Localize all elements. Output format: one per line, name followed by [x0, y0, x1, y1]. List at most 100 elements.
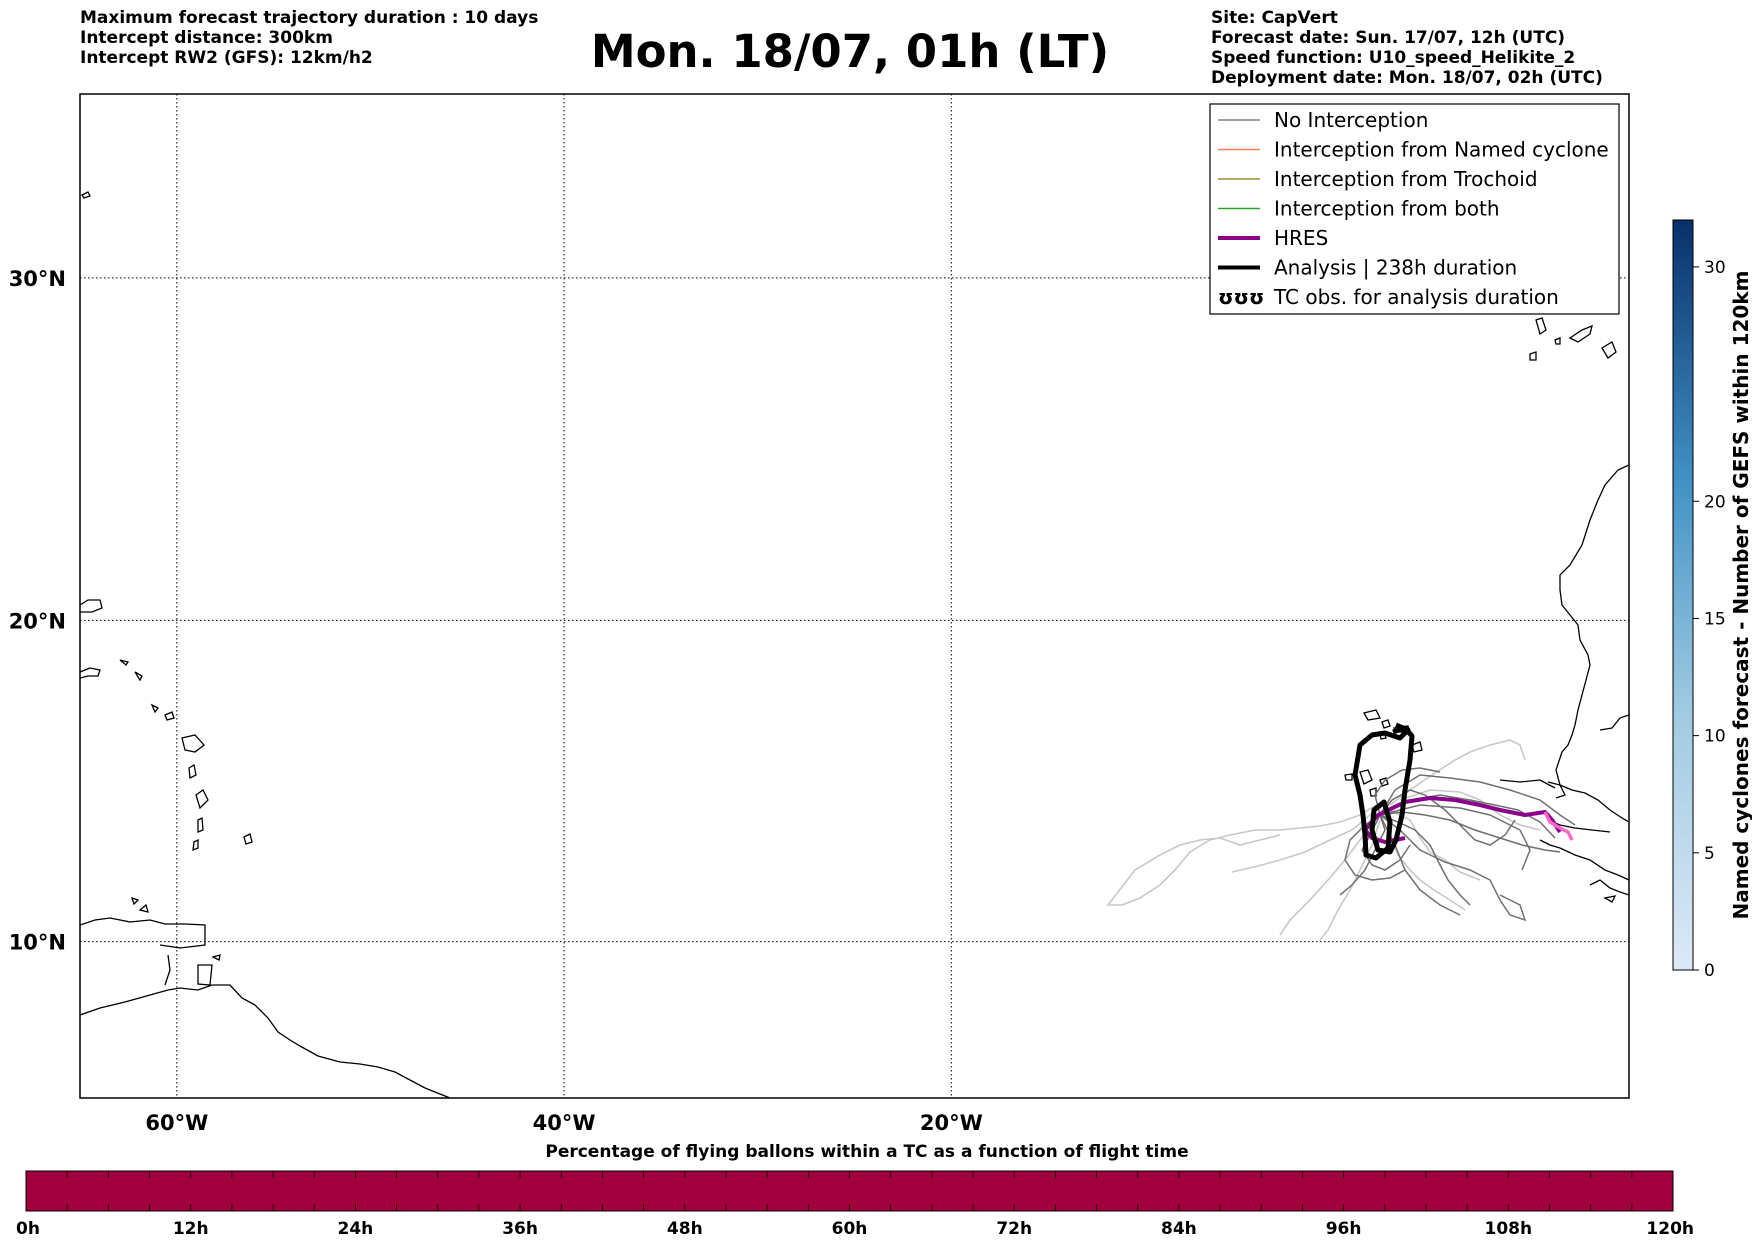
- island-puerto-rico: [80, 667, 101, 679]
- island-santiago: [1359, 769, 1373, 785]
- colorbar-right: 0 5 10 15 20 30 Named cyclones forecast - Num…: [1672, 219, 1752, 981]
- colorbar-right-title: Named cyclones forecast - Number of GEFS…: [1729, 271, 1752, 920]
- colorbar-bottom-tick-label: 96h: [1326, 1219, 1362, 1239]
- colorbar-bottom-tick-label: 36h: [502, 1219, 538, 1239]
- colorbar-bottom-tick-label: 24h: [338, 1219, 374, 1239]
- legend-item: Interception from Trochoid: [1218, 167, 1538, 191]
- intercept-rw2-text: Intercept RW2 (GFS): 12km/h2: [80, 48, 373, 68]
- colorbar-bottom-ticks: 0h 12h 24h 36h 48h 60h 72h 84h 96h 108h 120h: [16, 1171, 1694, 1239]
- legend-item: Analysis | 238h duration: [1218, 256, 1517, 280]
- trajectory-dark: [1379, 814, 1527, 922]
- colorbar-right-tick-label: 30: [1704, 258, 1726, 278]
- coastline-south-america: [80, 984, 451, 1098]
- header-left-info: Maximum forecast trajectory duration : 1…: [80, 8, 538, 68]
- island-barbados: [243, 833, 253, 845]
- island-canaries-2: [1568, 324, 1593, 343]
- island-canaries-4: [1554, 337, 1561, 345]
- island-hispaniola-edge: [80, 599, 103, 613]
- trajectories: [1106, 722, 1576, 941]
- island-guadeloupe: [181, 734, 205, 753]
- intercept-distance-text: Intercept distance: 300km: [80, 28, 333, 48]
- map-frame: [79, 93, 1630, 1099]
- legend[interactable]: No Interception Interception from Named c…: [1209, 103, 1620, 315]
- island-sao-vicente: [1381, 719, 1391, 729]
- colorbar-right-tick-label: 20: [1704, 492, 1726, 512]
- legend-symbol-tc-icon: ʊʊʊ: [1218, 285, 1264, 309]
- trajectory-dark: [1379, 789, 1516, 846]
- colorbar-bottom: Percentage of flying ballons within a TC…: [16, 1142, 1694, 1239]
- speed-function-text: Speed function: U10_speed_Helikite_2: [1211, 48, 1576, 68]
- island-st-lucia: [197, 816, 204, 833]
- axis-ticks: 60°W 40°W 20°W 30°N 20°N 10°N: [9, 267, 983, 1135]
- legend-item: No Interception: [1218, 108, 1428, 132]
- legend-items: No Interception Interception from Named c…: [1218, 108, 1609, 309]
- island-martinique: [195, 789, 209, 810]
- island-canaries-5: [1529, 351, 1537, 361]
- island-trinidad: [197, 964, 213, 986]
- legend-label: HRES: [1274, 226, 1328, 250]
- header-right-info: Site: CapVert Forecast date: Sun. 17/07,…: [1211, 8, 1603, 88]
- island-grenada: [130, 896, 149, 913]
- island-dominica: [188, 763, 197, 780]
- island-st-kitts: [150, 703, 159, 714]
- island-canaries-1: [1535, 317, 1547, 336]
- trajectory-light: [1399, 789, 1541, 831]
- legend-label: Interception from Trochoid: [1274, 167, 1538, 191]
- colorbar-bottom-tick-label: 0h: [16, 1219, 40, 1239]
- coastline-gulf-paria: [164, 954, 171, 986]
- island-canaries-3: [1601, 341, 1617, 359]
- legend-item: HRES: [1218, 226, 1328, 250]
- max-duration-text: Maximum forecast trajectory duration : 1…: [80, 8, 539, 28]
- legend-label: Interception from Named cyclone: [1274, 138, 1609, 162]
- trajectory-light: [1279, 811, 1381, 936]
- coastlines: [80, 191, 1629, 1098]
- lat-tick-label: 20°N: [9, 609, 66, 633]
- trajectory-light: [1231, 809, 1377, 873]
- trajectory-dark: [1374, 767, 1441, 816]
- legend-item: ʊʊʊ TC obs. for analysis duration: [1218, 285, 1559, 309]
- trajectory-light: [1106, 804, 1377, 906]
- colorbar-right-gradient: [1672, 219, 1694, 971]
- coastline-venezuela: [80, 917, 206, 949]
- legend-item: Interception from Named cyclone: [1218, 138, 1609, 162]
- coastline-western-sahara: [1599, 714, 1629, 731]
- trajectory-dark: [1379, 811, 1561, 853]
- island-st-vincent: [192, 838, 199, 852]
- legend-label: TC obs. for analysis duration: [1273, 285, 1559, 309]
- legend-label: No Interception: [1274, 108, 1428, 132]
- colorbar-bottom-tick-label: 120h: [1646, 1219, 1694, 1239]
- trajectory-light: [1389, 739, 1526, 806]
- island-tobago: [211, 954, 221, 961]
- coastline-west-africa: [1555, 464, 1629, 823]
- analysis-track: [1352, 722, 1415, 861]
- colorbar-bottom-tick-label: 48h: [667, 1219, 703, 1239]
- gridlines: [80, 94, 1629, 1098]
- colorbar-bottom-tick-label: 72h: [996, 1219, 1032, 1239]
- lon-tick-label: 20°W: [920, 1111, 983, 1135]
- trajectory-light: [1389, 809, 1481, 881]
- deployment-date-text: Deployment date: Mon. 18/07, 02h (UTC): [1211, 68, 1603, 88]
- lon-tick-label: 60°W: [145, 1111, 208, 1135]
- trajectory-dark: [1379, 804, 1531, 871]
- colorbar-bottom-tick-label: 12h: [173, 1219, 209, 1239]
- island-fogo: [1344, 773, 1353, 781]
- colorbar-bottom-tick-label: 108h: [1485, 1219, 1533, 1239]
- legend-label: Analysis | 238h duration: [1274, 256, 1517, 280]
- colorbar-right-tick-label: 0: [1704, 961, 1715, 981]
- lat-tick-label: 30°N: [9, 267, 66, 291]
- coastline-guinea: [1499, 779, 1556, 789]
- coastline-gambia: [1547, 781, 1566, 799]
- coastline-bissau: [1539, 839, 1629, 881]
- colorbar-right-ticks: 0 5 10 15 20 30: [1693, 258, 1726, 981]
- forecast-date-text: Forecast date: Sun. 17/07, 12h (UTC): [1211, 28, 1566, 48]
- colorbar-right-tick-label: 15: [1704, 609, 1726, 629]
- island-brava: [1379, 777, 1389, 787]
- colorbar-bottom-title: Percentage of flying ballons within a TC…: [545, 1142, 1188, 1162]
- colorbar-right-tick-label: 5: [1704, 844, 1715, 864]
- island-santo-antao: [1363, 709, 1381, 721]
- islands-bijagos: [1589, 879, 1629, 903]
- lat-tick-label: 10°N: [9, 931, 66, 955]
- trajectory-light: [1319, 819, 1381, 941]
- legend-box: [1209, 103, 1620, 315]
